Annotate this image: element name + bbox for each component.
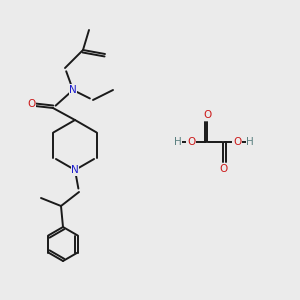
- Text: H: H: [246, 137, 254, 147]
- Text: O: O: [203, 110, 211, 120]
- Text: H: H: [174, 137, 182, 147]
- Text: O: O: [27, 99, 35, 109]
- Text: N: N: [69, 85, 77, 95]
- Text: N: N: [71, 165, 79, 175]
- Text: O: O: [219, 164, 227, 174]
- Text: O: O: [233, 137, 241, 147]
- Text: O: O: [187, 137, 195, 147]
